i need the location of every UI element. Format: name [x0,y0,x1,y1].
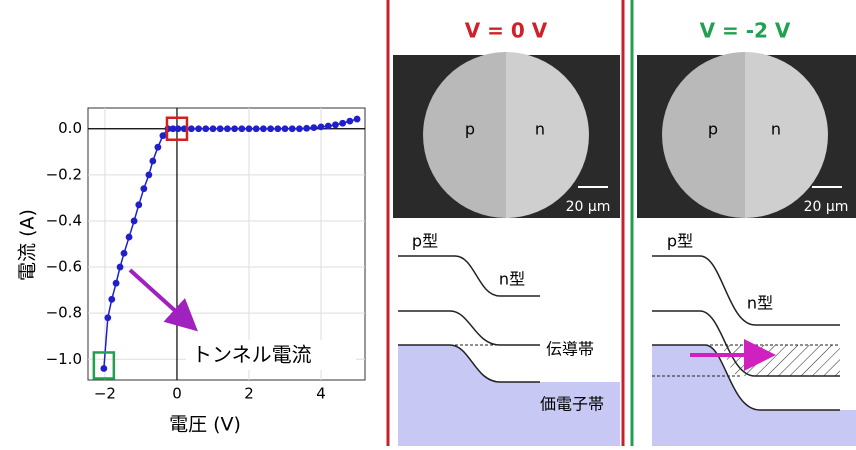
data-point [145,171,152,178]
tunnel-region [720,345,840,376]
p-label: p [708,120,718,139]
data-point [202,125,209,132]
data-point [131,218,138,225]
y-tick-label: −0.8 [46,304,82,322]
n-type-label: n型 [499,270,525,289]
data-point [149,158,156,165]
n-label: n [535,120,545,139]
y-tick-label: −0.4 [46,211,82,229]
iv-chart: −2 0 2 4 0.0 −0.2 −0.4 −0.6 −0.8 −1.0 トンネル電流 [46,108,365,403]
data-point [104,314,111,321]
p-label: p [465,120,475,139]
data-point [154,144,161,151]
data-point [224,125,231,132]
p-type-label: p型 [412,232,438,251]
data-point [332,121,339,128]
y-tick-label: −1.0 [46,350,82,368]
data-point [231,125,238,132]
y-tick-label: 0.0 [58,119,82,137]
data-point [135,201,142,208]
data-point [117,264,124,271]
data-point [160,132,167,139]
data-point [126,234,133,241]
y-tick-label: −0.2 [46,165,82,183]
band-line [398,311,540,345]
data-point [121,250,128,257]
data-point [289,125,296,132]
band-line [652,256,840,325]
annotation-text: トンネル電流 [192,343,312,367]
data-point [253,125,260,132]
plot-area [88,108,365,380]
data-point [354,116,361,123]
p-type-label: p型 [667,232,693,251]
x-axis-label: 電圧 (V) [169,414,241,436]
valence-label: 価電子帯 [540,395,604,414]
x-tick-label: −2 [94,385,116,403]
data-point [113,280,120,287]
x-tick-label: 4 [316,385,326,403]
data-point [346,118,353,125]
n-type-label: n型 [747,294,773,313]
data-point [274,125,281,132]
x-tick-label: 2 [244,385,254,403]
data-point [108,296,115,303]
panel-title: V = -2 V [700,19,791,43]
conduction-label: 伝導帯 [546,340,594,359]
data-point [267,125,274,132]
data-point [303,125,310,132]
n-label: n [771,120,781,139]
data-point [100,365,107,372]
y-tick-label: −0.6 [46,258,82,276]
data-point [260,125,267,132]
data-point [296,125,303,132]
panel-title: V = 0 V [465,19,548,43]
data-point [175,125,182,132]
scale-label: 20 μm [566,199,611,215]
x-tick-label: 0 [172,385,182,403]
data-point [217,125,224,132]
data-point [238,125,245,132]
data-point [210,125,217,132]
data-point [339,120,346,127]
figure: −2 0 2 4 0.0 −0.2 −0.4 −0.6 −0.8 −1.0 トンネル電流 電圧 (V… [0,0,856,446]
data-point [325,123,332,130]
data-point [246,125,253,132]
data-point [188,125,195,132]
y-axis-label: 電流 (A) [17,209,39,281]
data-point [195,125,202,132]
scale-label: 20 μm [804,199,849,215]
data-point [282,125,289,132]
data-point [310,124,317,131]
data-point [140,185,147,192]
data-point [318,124,325,131]
